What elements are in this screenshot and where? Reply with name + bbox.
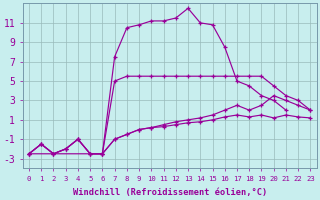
X-axis label: Windchill (Refroidissement éolien,°C): Windchill (Refroidissement éolien,°C) [73,188,267,197]
